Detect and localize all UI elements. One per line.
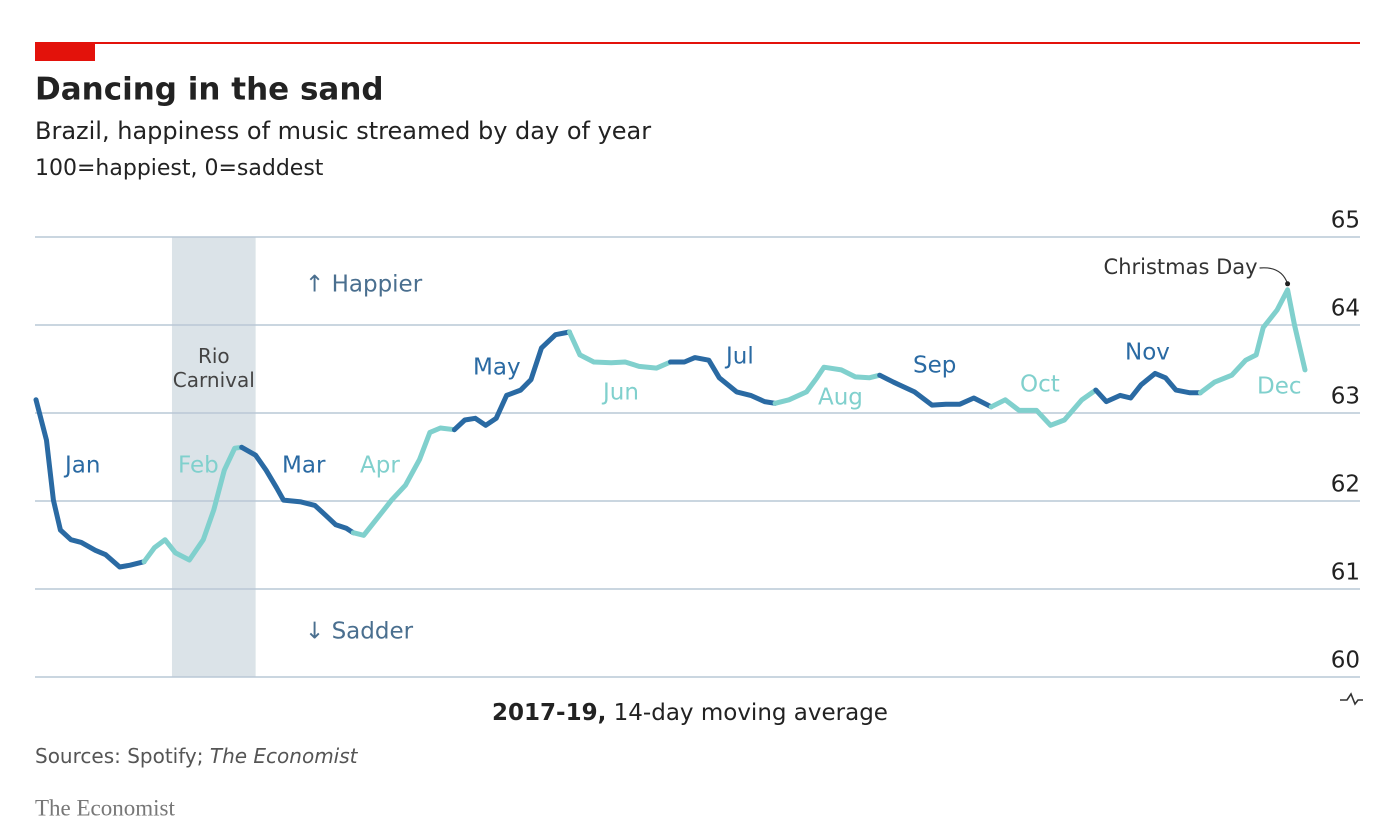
- y-tick-label: 61: [1331, 560, 1360, 586]
- line-segment: [1093, 370, 1203, 405]
- line-segment: [239, 444, 356, 536]
- series-label: Oct: [1020, 372, 1060, 398]
- down-label: ↓ Sadder: [305, 619, 414, 645]
- line-segment: [668, 355, 778, 406]
- annotation-dot: [1285, 281, 1291, 287]
- line-segment: [877, 372, 994, 410]
- series-label: Jun: [601, 380, 639, 406]
- series-label: Dec: [1257, 374, 1302, 400]
- shaded-label: Rio Carnival: [172, 344, 255, 392]
- scale-note: 100=happiest, 0=saddest: [35, 156, 324, 181]
- line-segment: [988, 387, 1099, 428]
- red-tag: [35, 43, 95, 61]
- annotation: Christmas Day: [1104, 255, 1258, 279]
- up-label: ↑ Happier: [305, 272, 423, 298]
- series-label: Apr: [360, 453, 400, 479]
- source: Sources: Spotify; The Economist: [35, 744, 359, 768]
- footnote-text: 14-day moving average: [614, 700, 888, 726]
- line-segment: [451, 329, 572, 433]
- series-label: Mar: [282, 453, 326, 479]
- line-segment: [566, 329, 673, 371]
- icon: [1340, 692, 1363, 706]
- series-label: May: [473, 355, 521, 381]
- source-text: Sources: Spotify;: [35, 744, 204, 768]
- footnote-bold: 2017-19,: [492, 700, 606, 726]
- brand: The Economist: [35, 795, 175, 820]
- line-segment: [141, 444, 245, 565]
- subtitle: Brazil, happiness of music streamed by d…: [35, 117, 651, 145]
- y-tick-label: 62: [1331, 472, 1360, 498]
- plot: 60 61 62 63 64 65 Jan Feb Mar Apr May Jun Jul Aug Sep O…: [33, 208, 1360, 678]
- line-segment: [772, 364, 883, 406]
- line-segment: [1197, 287, 1308, 396]
- y-tick-label: 63: [1331, 384, 1360, 410]
- annotation-leader: [1259, 267, 1289, 284]
- y-tick-label: 65: [1331, 208, 1360, 234]
- y-tick-label: 60: [1331, 648, 1360, 674]
- chart-title: Dancing in the sand: [35, 72, 384, 108]
- y-tick-label: 64: [1331, 296, 1360, 322]
- footnote: 2017-19, 14-day moving average: [492, 700, 888, 726]
- series-label: Jul: [724, 344, 754, 370]
- series-label: Feb: [178, 453, 219, 479]
- series-label: Sep: [913, 353, 956, 379]
- shaded-range: [171, 237, 256, 677]
- source-italic: The Economist: [210, 744, 359, 768]
- series-label: Nov: [1125, 340, 1170, 366]
- series-label: Jan: [63, 453, 100, 479]
- line-segment: [33, 397, 147, 570]
- series-label: Aug: [818, 385, 863, 411]
- line-segment: [350, 425, 457, 538]
